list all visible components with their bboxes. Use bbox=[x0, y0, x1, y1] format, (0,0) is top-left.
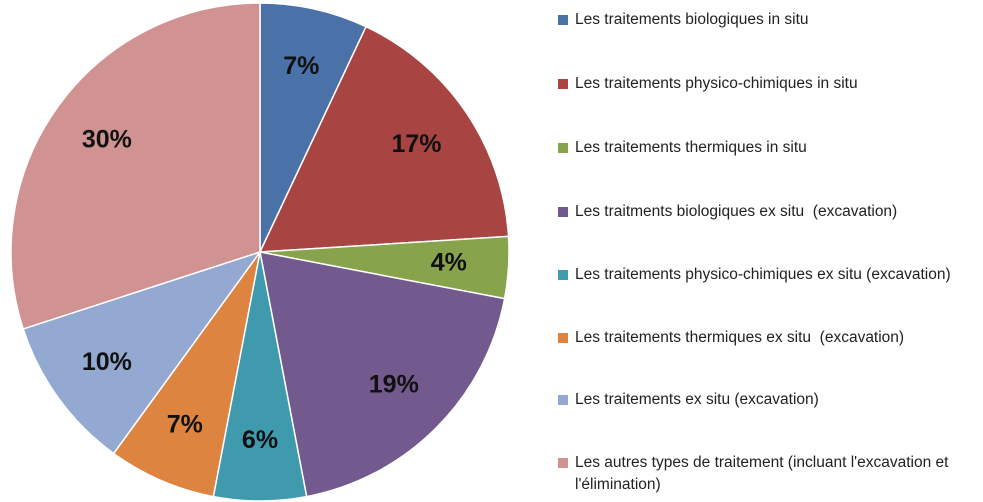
data-label: 7% bbox=[167, 410, 203, 438]
legend-item: Les traitments biologiques ex situ (exca… bbox=[558, 202, 978, 223]
legend-swatch bbox=[558, 15, 568, 25]
legend-swatch bbox=[558, 270, 568, 280]
legend-label: Les traitements thermiques ex situ (exca… bbox=[575, 329, 905, 346]
legend-item: Les traitements thermiques ex situ (exca… bbox=[558, 328, 978, 349]
legend-item: Les traitements thermiques in situ bbox=[558, 138, 978, 159]
pie-slice bbox=[259, 2, 368, 253]
legend-swatch bbox=[558, 395, 568, 405]
legend-swatch bbox=[558, 333, 568, 343]
legend-label: Les traitements biologiques in situ bbox=[575, 11, 809, 28]
pie-slice bbox=[22, 250, 262, 455]
data-label: 19% bbox=[369, 370, 419, 398]
data-label: 10% bbox=[82, 348, 132, 376]
legend-swatch bbox=[558, 207, 568, 217]
pie-slice bbox=[112, 251, 261, 498]
pie-slice bbox=[259, 251, 506, 498]
pie-area: 7% 17% 4% 19% 6% 7% 10% 30% bbox=[10, 2, 510, 502]
data-label: 7% bbox=[283, 52, 319, 80]
legend-label: Les traitements physico-chimiques in sit… bbox=[575, 75, 858, 92]
legend-label: Les traitements thermiques in situ bbox=[575, 139, 807, 156]
legend-label: Les traitements ex situ (excavation) bbox=[575, 391, 819, 408]
legend-item: Les traitements physico-chimiques ex sit… bbox=[558, 265, 978, 286]
pie-slice bbox=[10, 2, 261, 330]
legend-swatch bbox=[558, 458, 568, 468]
legend-item: Les autres types de traitement (incluant… bbox=[558, 453, 978, 496]
data-label: 17% bbox=[391, 130, 441, 158]
data-label: 6% bbox=[242, 426, 278, 454]
legend-swatch bbox=[558, 143, 568, 153]
legend-label: Les autres types de traitement (incluant… bbox=[575, 454, 953, 493]
pie-slice bbox=[258, 25, 510, 253]
legend-item: Les traitements biologiques in situ bbox=[558, 10, 978, 31]
legend-item: Les traitements physico-chimiques in sit… bbox=[558, 74, 978, 95]
legend-item: Les traitements ex situ (excavation) bbox=[558, 390, 978, 411]
legend-label: Les traitments biologiques ex situ (exca… bbox=[575, 203, 898, 220]
legend-swatch bbox=[558, 79, 568, 89]
data-label: 4% bbox=[431, 248, 467, 276]
data-label: 30% bbox=[82, 125, 132, 153]
legend-label: Les traitements physico-chimiques ex sit… bbox=[575, 266, 951, 283]
